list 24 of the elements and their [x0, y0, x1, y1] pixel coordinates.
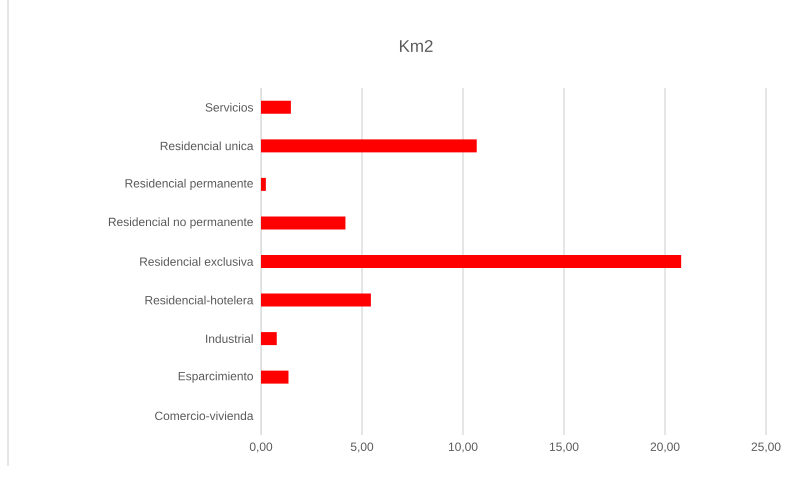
x-tick-label: 10,00: [448, 442, 478, 452]
y-tick-label: Residencial-hotelera: [145, 296, 254, 304]
x-tick-label: 20,00: [650, 442, 680, 452]
y-tick-label: Residencial permanente: [126, 178, 253, 190]
bar: [261, 254, 682, 268]
bar: [261, 178, 266, 191]
bar: [261, 294, 371, 307]
y-tick-label: Comercio-vivienda: [155, 411, 254, 420]
y-tick-label: Residencial unica: [160, 141, 254, 150]
x-tick-label: 15,00: [550, 442, 578, 452]
y-tick-label: Esparcimiento: [178, 372, 253, 383]
bar: [261, 216, 346, 230]
x-tick-label: 0,00: [250, 442, 272, 452]
bar: [261, 370, 288, 384]
x-tick-label: 5,00: [350, 442, 374, 452]
x-tick-label: 25,00: [752, 442, 780, 452]
bar: [261, 139, 477, 152]
bar: [261, 332, 277, 346]
y-tick-label: Industrial: [206, 334, 253, 343]
chart-title: Km2: [400, 40, 433, 52]
y-tick-label: Servicios: [206, 102, 254, 112]
y-tick-label: Residencial exclusiva: [140, 257, 254, 266]
y-tick-label: Residencial no permanente: [108, 217, 253, 229]
bar: [261, 100, 291, 114]
